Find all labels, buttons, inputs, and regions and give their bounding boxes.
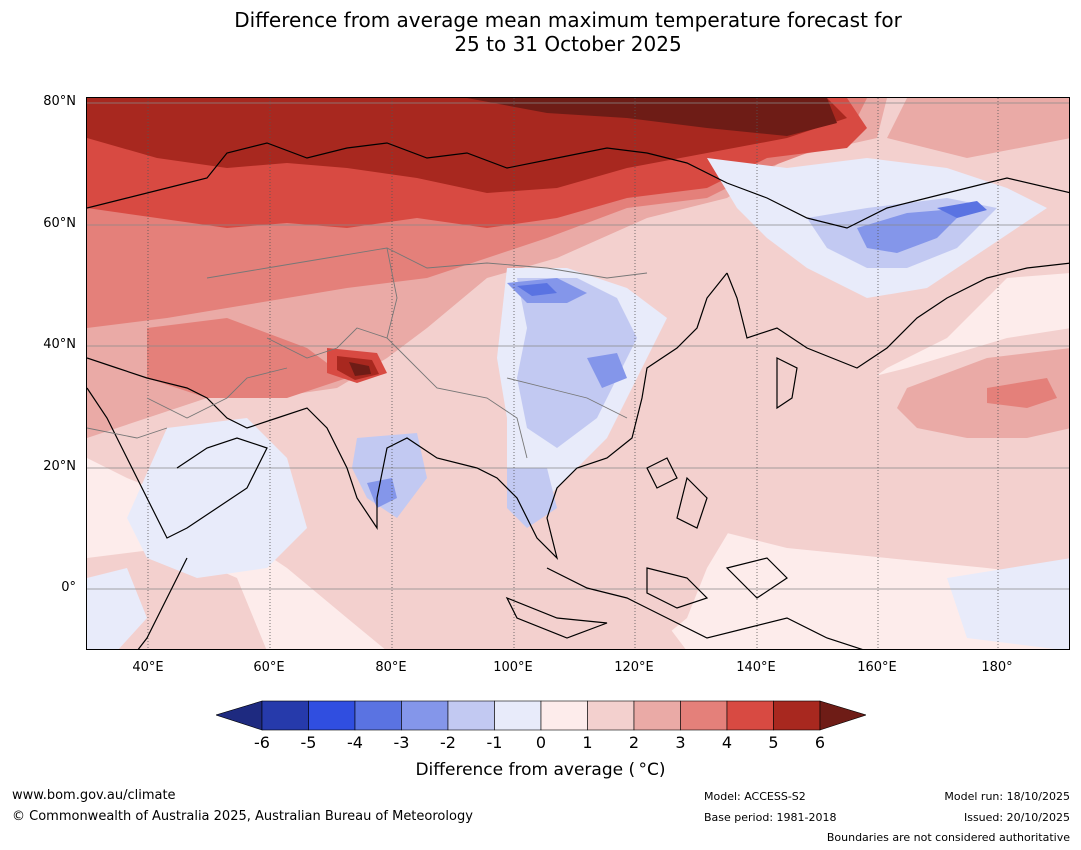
anomaly-region-red3-pacific (987, 378, 1057, 408)
lon-label-180: 180° (981, 660, 1013, 675)
lat-label-40n: 40°N (43, 337, 76, 352)
anomaly-region-blue4-east (937, 201, 987, 218)
lon-label-160e: 160°E (857, 660, 897, 675)
chart-title: Difference from average mean maximum tem… (0, 8, 1081, 56)
colorbar-bin (633, 700, 681, 731)
anomaly-region-blue2-china (517, 278, 637, 448)
anomaly-region-blue4-mongolia (517, 283, 557, 296)
lon-label-60e: 60°E (253, 660, 285, 675)
colorbar-over-arrow (819, 700, 866, 731)
colorbar-bin (726, 700, 774, 731)
colorbar-tick-label: -6 (254, 733, 270, 752)
country-borders (87, 247, 648, 459)
colorbar-tick-label: 6 (814, 733, 826, 752)
colorbar-tick-label: 1 (582, 733, 593, 752)
anomaly-region-salmon-pacific (897, 348, 1069, 438)
colorbar-label: Difference from average ( °C) (415, 760, 666, 780)
footer-copyright: © Commonwealth of Australia 2025, Austra… (12, 809, 473, 824)
lat-label-20n: 20°N (43, 459, 76, 474)
anomaly-region-blue3-china (587, 353, 627, 388)
map-svg (87, 98, 1069, 649)
anomaly-region-blue3-east (857, 208, 967, 253)
graticule (87, 102, 1069, 590)
colorbar-bin (401, 700, 449, 731)
footer-base-period: Base period: 1981-2018 (704, 811, 837, 824)
anomaly-region-blue2-india (352, 433, 427, 518)
colorbar-under-arrow (216, 700, 263, 731)
lon-label-100e: 100°E (493, 660, 533, 675)
anomaly-region-blue3-india (367, 478, 397, 508)
footer-disclaimer: Boundaries are not considered authoritat… (826, 831, 1070, 844)
colorbar-bin (447, 700, 495, 731)
colorbar-bin (680, 700, 728, 731)
footer-model: Model: ACCESS-S2 (704, 790, 806, 803)
forecast-map[interactable] (86, 97, 1070, 650)
anomaly-region-blue2-sea (507, 468, 557, 528)
colorbar-tick-label: 4 (721, 733, 733, 752)
lon-label-40e: 40°E (132, 660, 164, 675)
lon-label-140e: 140°E (736, 660, 776, 675)
colorbar-tick-label: 5 (768, 733, 779, 752)
colorbar-tick-label: -2 (440, 733, 456, 752)
lat-label-80n: 80°N (43, 94, 76, 109)
colorbar-bin (261, 700, 309, 731)
lat-label-60n: 60°N (43, 216, 76, 231)
colorbar-bin (494, 700, 542, 731)
lon-label-120e: 120°E (614, 660, 654, 675)
colorbar-tick-label: 2 (628, 733, 640, 752)
footer-url[interactable]: www.bom.gov.au/climate (12, 788, 176, 803)
anomaly-region-red3-asia (147, 318, 347, 398)
title-line-2: 25 to 31 October 2025 (454, 32, 682, 56)
footer-issued: Issued: 20/10/2025 (963, 811, 1070, 824)
anomaly-region-blue1-sw (87, 568, 147, 649)
colorbar-tick-label: -5 (300, 733, 317, 752)
colorbar-bin (354, 700, 402, 731)
lat-label-0: 0° (61, 580, 76, 595)
colorbar-bin (308, 700, 356, 731)
footer-model-run: Model run: 18/10/2025 (944, 790, 1070, 803)
anomaly-region-blue1-se (947, 558, 1069, 649)
coastlines (87, 142, 1069, 649)
colorbar-tick-label: 0 (535, 733, 547, 752)
title-line-1: Difference from average mean maximum tem… (234, 8, 902, 32)
colorbar-tick-label: 3 (675, 733, 686, 752)
colorbar-bin (587, 700, 635, 731)
colorbar-tick-label: -1 (486, 733, 503, 752)
colorbar-tick-label: -3 (393, 733, 410, 752)
colorbar (216, 700, 866, 731)
meridians (147, 98, 999, 649)
anomaly-region-red6-blob (349, 362, 371, 376)
anomaly-region-pink-indo (367, 578, 686, 649)
lon-label-80e: 80°E (375, 660, 407, 675)
colorbar-bin (540, 700, 588, 731)
anomaly-region-red6 (467, 98, 837, 136)
anomaly-region-salmon-ne (887, 98, 1069, 158)
colorbar-bin (773, 700, 821, 731)
colorbar-tick-label: -4 (347, 733, 363, 752)
